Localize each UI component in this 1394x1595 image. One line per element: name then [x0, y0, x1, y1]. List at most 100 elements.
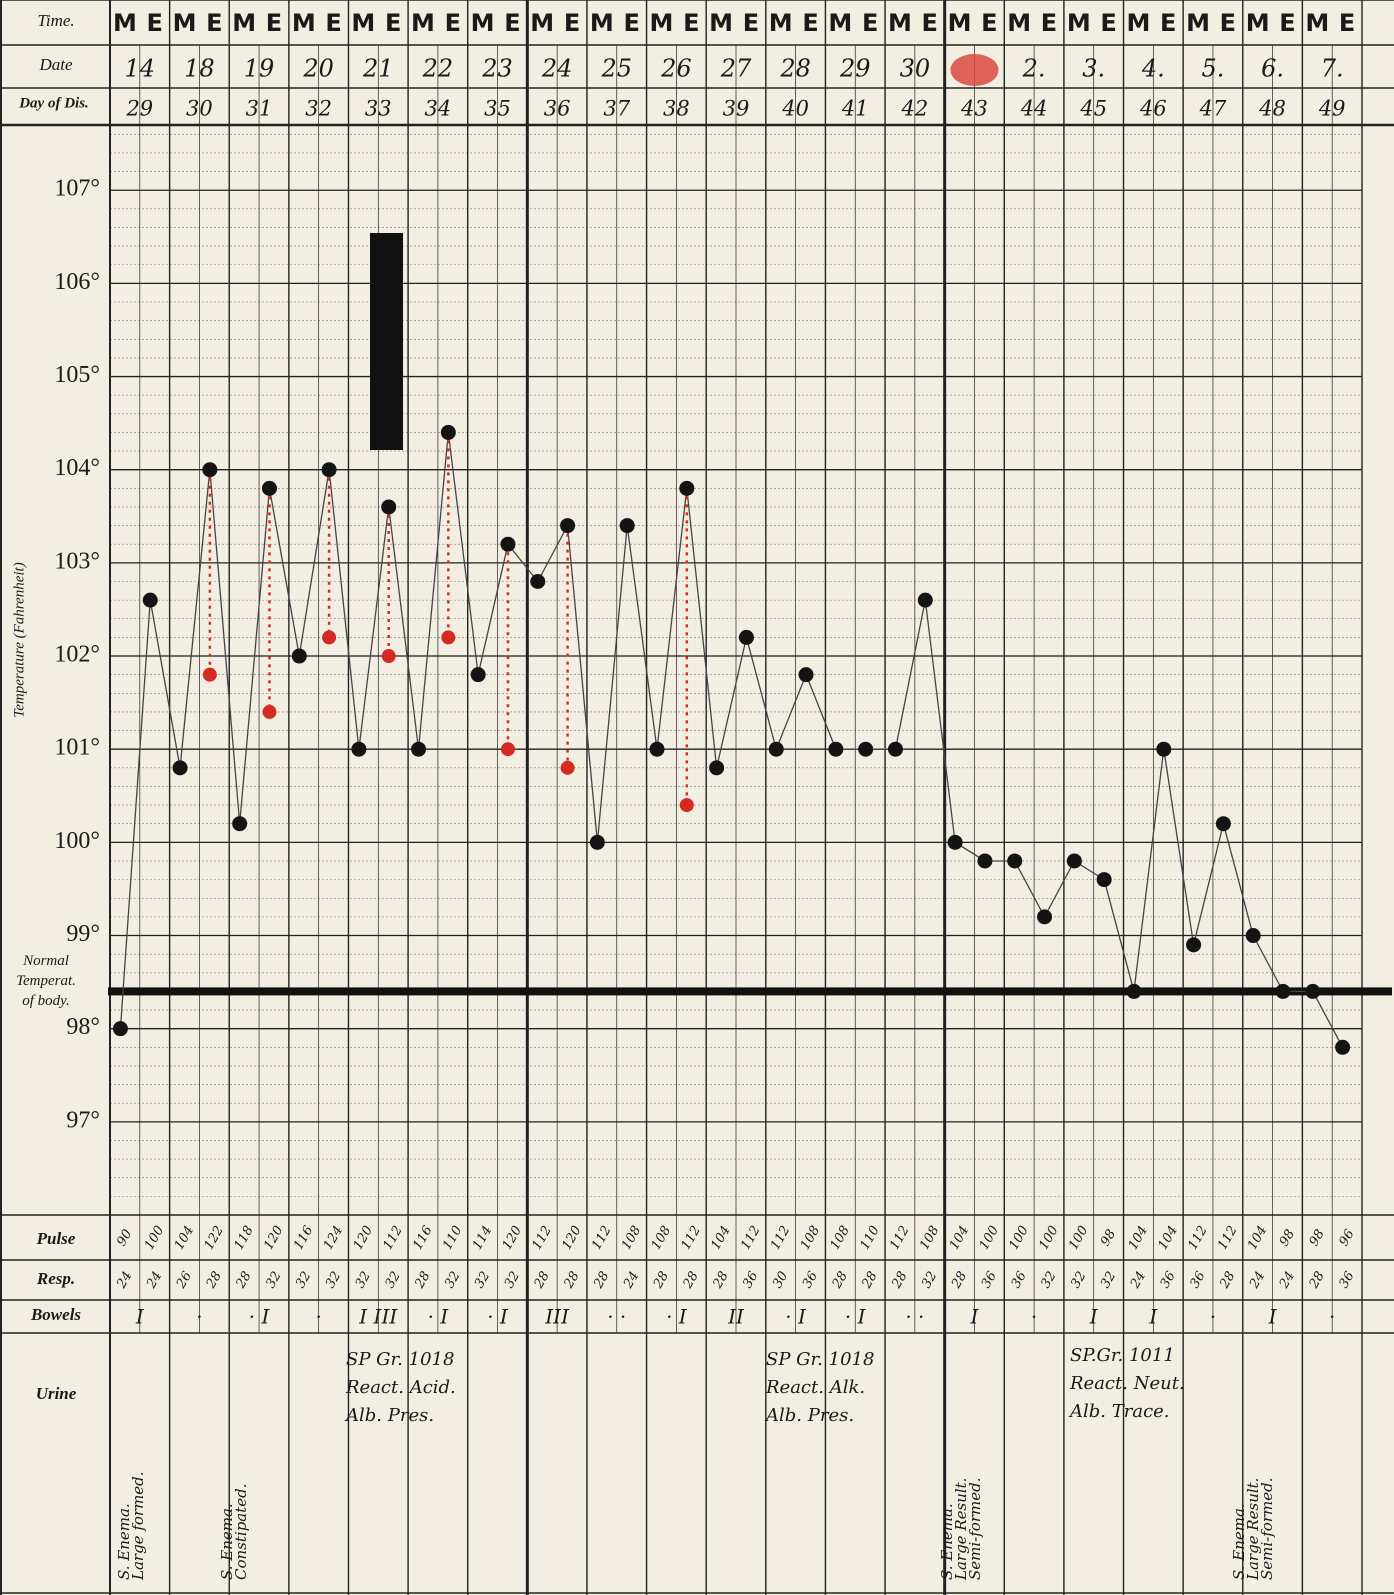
- temperature-point: [1305, 983, 1321, 999]
- y-tick-label: 97°: [66, 1107, 100, 1133]
- time-label: M: [113, 9, 137, 37]
- bowels-value: · I: [845, 1305, 867, 1329]
- red-point: [202, 667, 217, 682]
- time-label: E: [504, 9, 520, 37]
- day-label: 31: [246, 97, 273, 121]
- date-label: 19: [244, 55, 275, 83]
- time-label: E: [1279, 9, 1295, 37]
- time-label: E: [623, 9, 639, 37]
- bowels-value: · ·: [607, 1305, 626, 1329]
- resp-value: 36: [1187, 1269, 1208, 1291]
- time-label: E: [862, 9, 878, 37]
- urine-note: Large formed.: [129, 1471, 147, 1581]
- red-point: [679, 798, 694, 813]
- time-label: E: [743, 9, 759, 37]
- row-label: Resp.: [36, 1269, 75, 1288]
- day-label: 41: [841, 97, 869, 121]
- day-label: 33: [365, 97, 392, 121]
- red-point: [560, 760, 575, 775]
- time-label: M: [1186, 9, 1210, 37]
- time-label: M: [769, 9, 793, 37]
- date-label: 25: [600, 55, 632, 83]
- day-label: 49: [1318, 97, 1346, 121]
- temperature-point: [619, 518, 635, 534]
- temperature-point: [828, 741, 844, 757]
- day-label: 45: [1079, 97, 1107, 121]
- time-label: E: [564, 9, 580, 37]
- temperature-point: [1156, 741, 1172, 757]
- time-label: E: [1339, 9, 1355, 37]
- time-label: M: [948, 9, 972, 37]
- temperature-point: [1007, 853, 1023, 869]
- resp-value: 32: [1098, 1269, 1119, 1291]
- date-label: 27: [720, 55, 752, 83]
- date-label: 23: [481, 55, 513, 83]
- normal-label: Normal: [22, 953, 69, 969]
- time-label: E: [1041, 9, 1057, 37]
- resp-value: 36: [1336, 1269, 1357, 1291]
- time-label: M: [590, 9, 614, 37]
- day-label: 47: [1199, 97, 1227, 121]
- time-label: E: [147, 9, 163, 37]
- time-label: M: [292, 9, 316, 37]
- bowels-value: II: [727, 1305, 745, 1329]
- day-label: 44: [1020, 97, 1048, 121]
- day-label: 35: [484, 97, 511, 121]
- bowels-value: ·: [1031, 1305, 1037, 1329]
- resp-value: 36: [800, 1269, 821, 1291]
- time-label: M: [173, 9, 197, 37]
- temperature-point: [351, 741, 367, 757]
- temperature-point: [1037, 909, 1053, 925]
- urine-note: Large Result.: [952, 1478, 970, 1581]
- temperature-point: [798, 667, 814, 683]
- ink-bar: [370, 233, 403, 450]
- date-label: 28: [779, 55, 811, 83]
- bowels-value: ·: [315, 1305, 321, 1329]
- time-label: M: [351, 9, 375, 37]
- temperature-point: [1186, 937, 1202, 953]
- temperature-point: [530, 573, 546, 589]
- resp-value: 32: [919, 1269, 940, 1291]
- time-label: M: [1007, 9, 1031, 37]
- urine-note: React. Alk.: [765, 1377, 865, 1398]
- temperature-point: [321, 462, 337, 478]
- date-label: 24: [541, 55, 573, 83]
- time-label: M: [232, 9, 256, 37]
- day-label: 48: [1258, 97, 1286, 121]
- time-label: M: [828, 9, 852, 37]
- urine-note: S. Enema.: [938, 1503, 956, 1580]
- row-label: Date: [38, 55, 73, 74]
- time-label: M: [1305, 9, 1329, 37]
- y-tick-label: 99°: [66, 921, 100, 947]
- temperature-point: [560, 518, 576, 534]
- temperature-point: [1335, 1039, 1351, 1055]
- normal-label: Temperat.: [16, 973, 76, 989]
- normal-label: of body.: [22, 993, 70, 1009]
- bowels-value: · I: [428, 1305, 450, 1329]
- urine-note: Alb. Pres.: [764, 1405, 854, 1426]
- temperature-point: [411, 741, 427, 757]
- urine-note: SP Gr. 1018: [346, 1349, 454, 1370]
- date-label: 21: [362, 55, 394, 83]
- urine-note: Alb. Trace.: [1068, 1401, 1170, 1422]
- day-label: 40: [781, 97, 809, 121]
- y-tick-label: 101°: [54, 735, 100, 761]
- day-label: 38: [663, 97, 690, 121]
- temperature-point: [261, 480, 277, 496]
- resp-value: 36: [979, 1269, 1000, 1291]
- y-tick-label: 102°: [54, 642, 100, 668]
- urine-note: React. Neut.: [1069, 1373, 1185, 1394]
- time-label: E: [445, 9, 461, 37]
- temperature-point: [977, 853, 993, 869]
- temperature-point: [1066, 853, 1082, 869]
- urine-note: SP.Gr. 1011: [1070, 1345, 1175, 1366]
- urine-note: SP Gr. 1018: [766, 1349, 874, 1370]
- row-label: Urine: [36, 1384, 77, 1403]
- day-label: 43: [960, 97, 988, 121]
- temperature-point: [887, 741, 903, 757]
- day-label: 32: [305, 97, 332, 121]
- day-label: 37: [603, 97, 630, 121]
- time-label: M: [650, 9, 674, 37]
- temperature-point: [470, 667, 486, 683]
